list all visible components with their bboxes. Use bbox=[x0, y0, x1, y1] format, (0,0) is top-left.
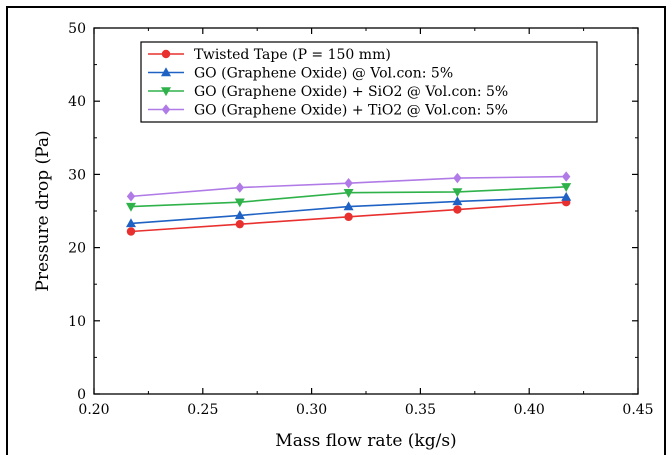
series-2 bbox=[125, 191, 572, 228]
data-point bbox=[561, 183, 572, 193]
data-point bbox=[125, 202, 136, 212]
series-1 bbox=[126, 198, 571, 236]
x-tick-label: 0.40 bbox=[514, 402, 545, 418]
data-point bbox=[235, 182, 244, 193]
data-point bbox=[561, 191, 572, 201]
y-tick-label: 40 bbox=[68, 94, 86, 110]
y-tick-label: 10 bbox=[68, 314, 86, 330]
data-point bbox=[125, 218, 136, 228]
x-tick-label: 0.45 bbox=[622, 402, 653, 418]
data-point bbox=[453, 172, 462, 184]
y-tick-label: 20 bbox=[68, 241, 86, 257]
x-axis-title: Mass flow rate (kg/s) bbox=[275, 431, 456, 451]
y-tick-label: 0 bbox=[77, 387, 86, 403]
legend-marker bbox=[161, 67, 171, 77]
legend-box bbox=[140, 41, 598, 123]
legend-label: Twisted Tape (P = 150 mm) bbox=[194, 47, 391, 63]
data-point bbox=[452, 188, 463, 198]
x-tick-label: 0.30 bbox=[296, 402, 327, 418]
data-point bbox=[235, 219, 244, 229]
data-point bbox=[126, 191, 136, 202]
x-tick-label: 0.25 bbox=[187, 402, 218, 418]
axes: 0.20 0.25 0.30 0.35 0.40 0.45 0 10 20 30 40 50 bbox=[68, 21, 653, 418]
legend: Twisted Tape (P = 150 mm) GO (Graphene Ox… bbox=[140, 41, 598, 123]
legend-marker bbox=[161, 104, 171, 115]
legend-label: GO (Graphene Oxide) @ Vol.con: 5% bbox=[194, 66, 453, 82]
legend-marker bbox=[161, 49, 171, 59]
data-point bbox=[343, 189, 354, 198]
series-group bbox=[125, 171, 572, 236]
data-point bbox=[561, 171, 571, 182]
data-point bbox=[344, 212, 353, 222]
data-point bbox=[344, 177, 353, 189]
legend-label: GO (Graphene Oxide) + TiO2 @ Vol.con: 5% bbox=[194, 103, 508, 119]
legend-marker bbox=[161, 87, 171, 97]
data-point bbox=[343, 201, 354, 211]
data-point bbox=[234, 210, 245, 220]
x-tick-label: 0.20 bbox=[78, 402, 109, 418]
data-point bbox=[234, 198, 245, 208]
legend-label: GO (Graphene Oxide) + SiO2 @ Vol.con: 5% bbox=[194, 84, 508, 100]
series-4 bbox=[126, 171, 571, 202]
series-3 bbox=[125, 183, 572, 212]
y-axis-title: Pressure drop (Pa) bbox=[33, 130, 53, 291]
y-tick-label: 30 bbox=[68, 167, 86, 183]
y-tick-label: 50 bbox=[68, 21, 86, 37]
data-point bbox=[126, 227, 136, 236]
x-tick-label: 0.35 bbox=[405, 402, 436, 418]
data-point bbox=[453, 205, 462, 214]
data-point bbox=[452, 196, 463, 206]
